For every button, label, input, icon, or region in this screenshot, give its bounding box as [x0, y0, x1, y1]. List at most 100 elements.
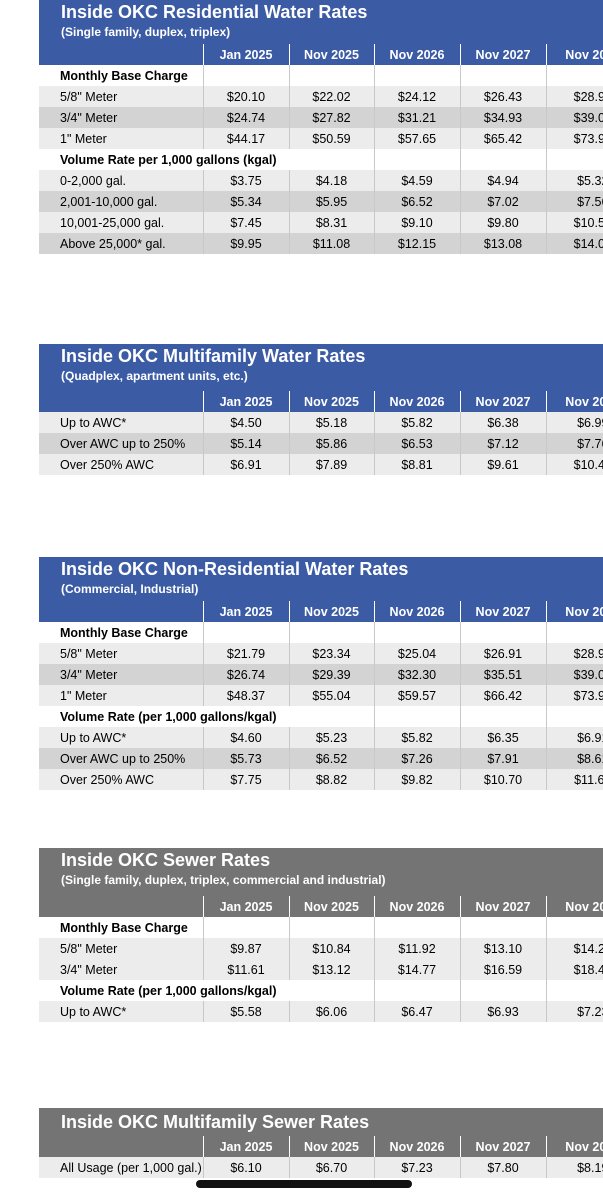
table-row: Over AWC up to 250% $5.73 $6.52 $7.26 $7.91 $…	[39, 748, 603, 769]
sewer-table: Inside OKC Sewer Rates (Single family, du…	[39, 848, 603, 1022]
column-header: Jan 2025	[202, 44, 289, 65]
row-label: Above 25,000* gal.	[39, 233, 203, 254]
rate-cell: $7.91	[459, 748, 546, 769]
column-header: Nov 2027	[459, 601, 546, 622]
column-header: Nov 2027	[459, 896, 546, 917]
column-header: Nov 2028	[545, 391, 603, 412]
rate-cell: $13.08	[459, 233, 546, 254]
table-row: Up to AWC*$5.58$6.06$6.47$6.93$7.23	[39, 1001, 603, 1022]
rate-cell: $8.81	[373, 454, 460, 475]
rate-cell: $5.95	[288, 191, 374, 212]
rate-cell: $8.61	[545, 748, 603, 769]
row-label: 3/4" Meter	[39, 107, 203, 128]
rate-cell: $34.93	[459, 107, 546, 128]
rate-cell: $7.12	[459, 433, 546, 454]
rate-cell: $39.03	[545, 107, 603, 128]
column-header: Nov 2027	[459, 1136, 546, 1157]
rate-cell: $13.10	[459, 938, 546, 959]
row-label: Over 250% AWC	[39, 769, 203, 790]
table-subtitle: (Single family, duplex, triplex, commerc…	[61, 873, 386, 887]
rate-cell: $5.23	[288, 727, 374, 748]
table-row: 2,001-10,000 gal. $5.34 $5.95 $6.52 $7.02 $7.…	[39, 191, 603, 212]
rate-cell: $26.43	[459, 86, 546, 107]
rate-cell: $4.59	[373, 170, 460, 191]
rate-cell: $16.59	[459, 959, 546, 980]
rate-cell: $55.04	[288, 685, 374, 706]
rate-cell: $73.96	[545, 128, 603, 149]
rate-cell: $5.82	[373, 412, 460, 433]
column-header: Nov 2028	[545, 1136, 603, 1157]
table-row: 10,001-25,000 gal. $7.45 $8.31 $9.10 $9.80 $1…	[39, 212, 603, 233]
table-title-bar: Inside OKC Multifamily Water Rates (Quadp…	[39, 344, 603, 391]
row-label: All Usage (per 1,000 gal.)	[39, 1157, 203, 1178]
table-subtitle: (Quadplex, apartment units, etc.)	[61, 369, 248, 383]
rate-cell: $7.80	[459, 1157, 546, 1178]
rate-cell: $10.56	[545, 212, 603, 233]
table-row: 0-2,000 gal.$3.75$4.18$4.59$4.94$5.32	[39, 170, 603, 191]
column-header: Nov 2028	[545, 44, 603, 65]
column-header: Nov 2027	[459, 391, 546, 412]
rate-cell: $11.92	[373, 938, 460, 959]
rate-cell: $12.15	[373, 233, 460, 254]
row-label: Up to AWC*	[39, 412, 203, 433]
table-title-bar: Inside OKC Non-Residential Water Rates (C…	[39, 557, 603, 601]
rate-cell: $8.31	[288, 212, 374, 233]
column-header: Nov 2026	[373, 44, 460, 65]
rate-cell: $4.50	[202, 412, 289, 433]
rate-cell: $32.30	[373, 664, 460, 685]
rate-cell: $10.70	[459, 769, 546, 790]
rate-cell: $6.47	[373, 1001, 460, 1022]
header-corner	[39, 1136, 203, 1157]
row-label: 1" Meter	[39, 128, 203, 149]
rate-cell: $24.74	[202, 107, 289, 128]
column-header: Nov 2025	[288, 896, 374, 917]
column-header: Nov 2025	[288, 391, 374, 412]
header-corner	[39, 896, 203, 917]
rate-cell: $5.14	[202, 433, 289, 454]
column-header: Nov 2026	[373, 391, 460, 412]
column-header: Jan 2025	[202, 1136, 289, 1157]
row-label: 5/8" Meter	[39, 643, 203, 664]
rate-cell: $8.19	[545, 1157, 603, 1178]
rate-cell: $4.94	[459, 170, 546, 191]
rate-cell: $5.86	[288, 433, 374, 454]
row-label: 10,001-25,000 gal.	[39, 212, 203, 233]
rate-cell: $39.03	[545, 664, 603, 685]
rate-cell: $23.34	[288, 643, 374, 664]
column-header: Nov 2028	[545, 601, 603, 622]
rate-cell: $6.93	[459, 1001, 546, 1022]
table-row: 3/4" Meter$11.61$13.12$14.77$16.59$18.40	[39, 959, 603, 980]
rate-cell: $28.97	[545, 86, 603, 107]
row-label: 0-2,000 gal.	[39, 170, 203, 191]
rate-cell: $24.12	[373, 86, 460, 107]
rate-cell: $9.87	[202, 938, 289, 959]
rate-cell: $7.02	[459, 191, 546, 212]
rate-cell: $5.18	[288, 412, 374, 433]
rate-cell: $6.53	[373, 433, 460, 454]
rate-cell: $6.52	[373, 191, 460, 212]
section-row: Volume Rate (per 1,000 gallons/kgal)	[39, 706, 603, 727]
section-label: Monthly Base Charge	[39, 65, 203, 86]
rate-cell: $7.56	[545, 191, 603, 212]
home-indicator	[196, 1180, 412, 1188]
rate-cell: $5.34	[202, 191, 289, 212]
non-residential-water-table: Inside OKC Non-Residential Water Rates (C…	[39, 557, 603, 790]
rate-cell: $14.09	[545, 233, 603, 254]
column-header: Jan 2025	[202, 391, 289, 412]
column-header: Jan 2025	[202, 896, 289, 917]
rate-cell: $9.95	[202, 233, 289, 254]
section-row: Monthly Base Charge	[39, 917, 603, 938]
table-title-bar: Inside OKC Residential Water Rates (Singl…	[39, 0, 603, 44]
rate-cell: $57.65	[373, 128, 460, 149]
table-title-bar: Inside OKC Sewer Rates (Single family, du…	[39, 848, 603, 896]
column-header: Nov 2025	[288, 601, 374, 622]
row-label: 5/8" Meter	[39, 86, 203, 107]
table-subtitle: (Commercial, Industrial)	[61, 582, 199, 596]
